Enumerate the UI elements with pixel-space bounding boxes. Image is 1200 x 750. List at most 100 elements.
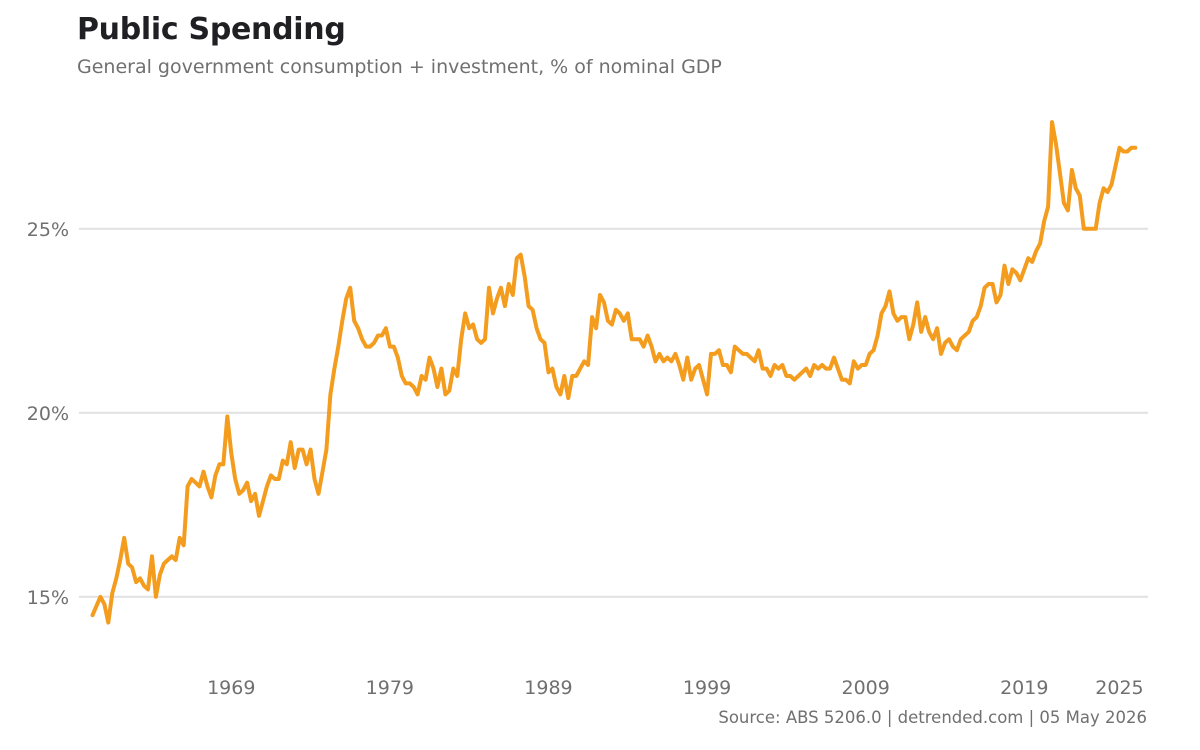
- data-point: [392, 345, 396, 348]
- data-point: [345, 297, 348, 300]
- data-point: [333, 367, 336, 370]
- data-point: [146, 588, 150, 591]
- data-point: [265, 485, 269, 488]
- data-point: [690, 378, 693, 381]
- data-point: [420, 374, 423, 378]
- data-point: [491, 312, 495, 315]
- data-point: [1023, 268, 1026, 271]
- data-point: [495, 297, 499, 300]
- data-point: [218, 463, 221, 466]
- data-point: [170, 555, 173, 558]
- data-point: [666, 356, 669, 359]
- data-point: [444, 393, 447, 396]
- series-group: [90, 120, 1138, 625]
- data-point: [1086, 227, 1089, 230]
- data-point: [99, 595, 102, 598]
- data-point: [479, 341, 483, 345]
- data-point: [261, 499, 265, 503]
- series-line: [90, 120, 1138, 625]
- data-point: [610, 323, 614, 326]
- x-tick-label: 1979: [366, 677, 414, 699]
- data-point: [868, 352, 871, 356]
- data-point: [682, 378, 685, 381]
- data-point: [531, 308, 534, 311]
- data-point: [757, 349, 760, 352]
- data-point: [582, 360, 586, 363]
- data-point: [614, 308, 618, 311]
- data-point: [773, 363, 776, 367]
- data-point: [460, 338, 463, 341]
- data-point: [190, 477, 193, 481]
- data-point: [281, 459, 285, 462]
- data-point: [134, 580, 138, 584]
- data-point: [884, 304, 887, 308]
- data-point: [464, 312, 467, 315]
- data-point: [872, 349, 875, 352]
- x-tick-label: 1969: [207, 677, 255, 699]
- data-point: [563, 374, 566, 378]
- data-point: [186, 485, 189, 488]
- data-point: [412, 385, 415, 389]
- data-point: [975, 315, 978, 319]
- data-point: [606, 319, 610, 322]
- data-point: [313, 477, 316, 481]
- data-point: [123, 536, 126, 540]
- data-point: [356, 326, 360, 330]
- data-point: [301, 448, 304, 451]
- data-point: [927, 330, 931, 334]
- data-point: [539, 338, 542, 341]
- data-point: [321, 470, 324, 473]
- data-point: [214, 474, 217, 477]
- data-point: [253, 492, 257, 495]
- data-point: [138, 577, 142, 580]
- data-point: [832, 356, 836, 359]
- data-point: [535, 326, 538, 330]
- data-point: [674, 352, 677, 356]
- data-point: [107, 621, 110, 624]
- data-point: [844, 378, 848, 381]
- data-point: [1019, 279, 1022, 282]
- data-point: [111, 591, 114, 595]
- data-point: [471, 323, 475, 326]
- data-point: [876, 334, 879, 337]
- data-point: [198, 485, 201, 488]
- data-point: [686, 356, 689, 359]
- data-point: [222, 463, 225, 466]
- data-point: [1015, 271, 1018, 275]
- data-point: [527, 304, 530, 308]
- data-point: [741, 352, 744, 356]
- data-point: [785, 374, 788, 378]
- data-point: [1007, 282, 1010, 286]
- data-point: [713, 352, 717, 356]
- data-point: [309, 448, 312, 451]
- data-point: [337, 345, 340, 348]
- data-point: [448, 389, 451, 392]
- data-point: [995, 301, 998, 304]
- data-point: [777, 367, 780, 370]
- data-point: [1034, 249, 1038, 253]
- data-point: [396, 356, 399, 359]
- data-point: [1050, 120, 1054, 124]
- data-point: [590, 315, 594, 319]
- data-point: [598, 293, 602, 297]
- data-point: [1118, 146, 1121, 150]
- data-point: [1062, 201, 1066, 205]
- data-point: [154, 595, 158, 598]
- data-point: [745, 352, 748, 356]
- data-point: [1122, 150, 1125, 153]
- data-point: [1074, 187, 1078, 190]
- data-point: [475, 338, 479, 341]
- data-point: [364, 345, 368, 348]
- source-note: Source: ABS 5206.0 | detrended.com | 05 …: [718, 708, 1147, 727]
- data-point: [900, 315, 903, 319]
- data-point: [1090, 227, 1093, 230]
- data-point: [979, 304, 982, 308]
- data-point: [1078, 194, 1081, 197]
- data-point: [436, 385, 439, 389]
- data-point: [947, 338, 951, 341]
- data-point: [360, 338, 364, 341]
- data-point: [372, 341, 376, 345]
- data-point: [880, 312, 883, 315]
- data-point: [670, 360, 673, 363]
